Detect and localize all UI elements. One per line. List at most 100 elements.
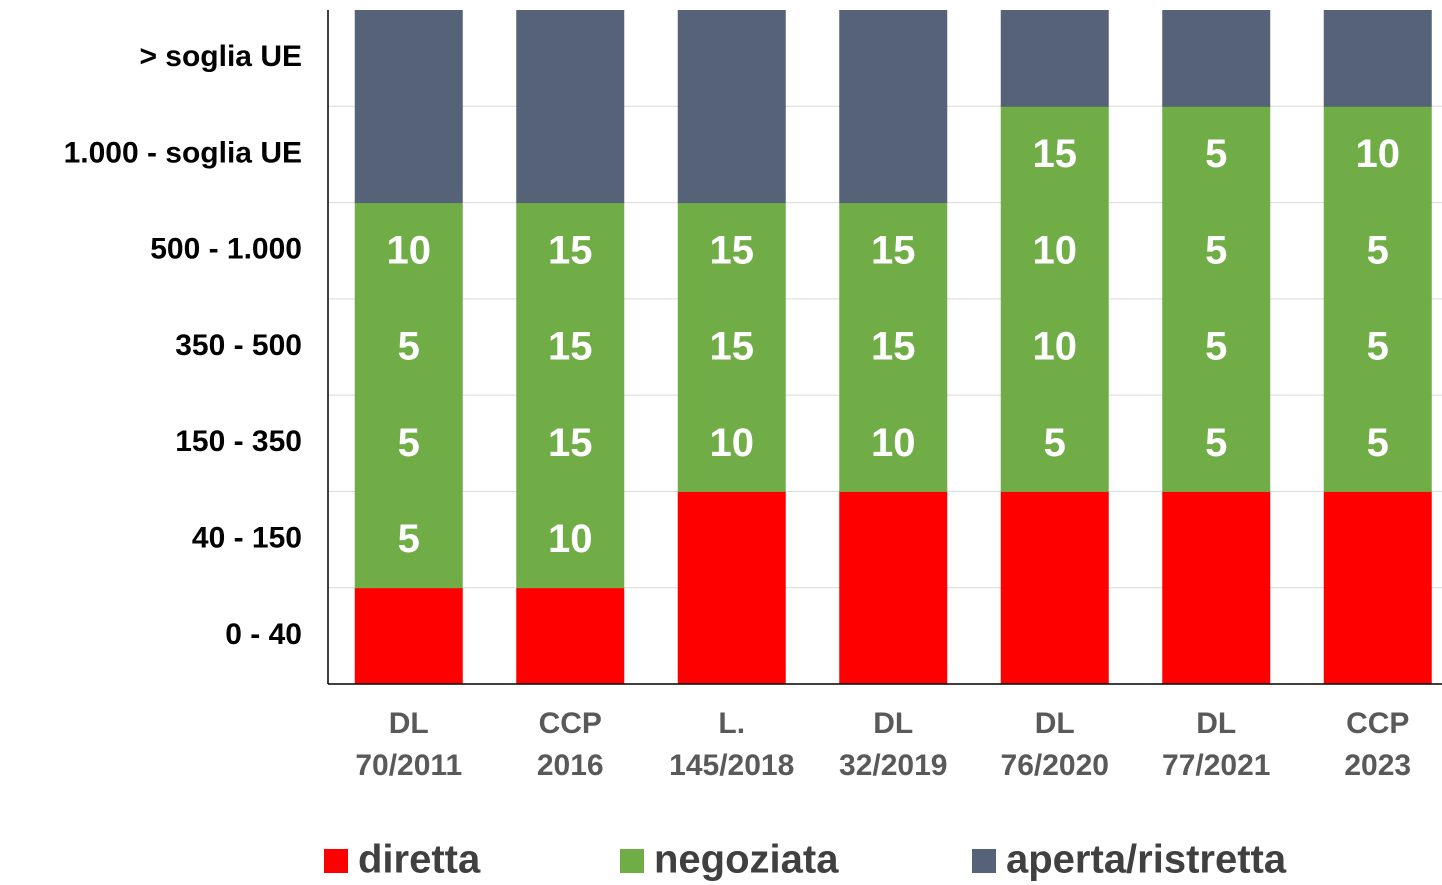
x-tick-label: 2023 (1344, 749, 1411, 782)
cell-label: 15 (871, 325, 916, 369)
cell (516, 587, 625, 685)
cell (1162, 10, 1271, 107)
cell (516, 491, 625, 589)
cell-label: 10 (1033, 228, 1078, 272)
cell (839, 491, 948, 589)
cell (1000, 395, 1109, 492)
y-tick-label: 40 - 150 (192, 521, 302, 554)
cell (839, 395, 948, 492)
cell (677, 106, 786, 204)
x-tick-label: L. (718, 707, 745, 740)
cell (1323, 491, 1432, 589)
x-tick-label: DL (1196, 707, 1236, 740)
cell-label: 10 (1033, 325, 1078, 369)
cell-label: 5 (1205, 228, 1227, 272)
cell-label: 5 (1205, 421, 1227, 465)
legend-label: negoziata (654, 838, 839, 882)
cell (516, 106, 625, 204)
cell (1162, 298, 1271, 396)
x-tick-label: 77/2021 (1162, 749, 1270, 782)
cell-label: 5 (398, 517, 420, 561)
cell-label: 10 (710, 421, 755, 465)
cell-label: 10 (548, 517, 593, 561)
cell (354, 106, 463, 204)
y-tick-label: 350 - 500 (175, 329, 302, 362)
y-tick-label: 500 - 1.000 (150, 233, 302, 266)
cell-label: 10 (1356, 132, 1401, 176)
legend-label: diretta (358, 838, 481, 882)
cell (1162, 491, 1271, 589)
legend-swatch (620, 849, 644, 873)
cell (1000, 10, 1109, 107)
cell (1000, 106, 1109, 204)
cell (839, 298, 948, 396)
x-tick-label: DL (389, 707, 429, 740)
cell-label: 5 (1205, 325, 1227, 369)
cell (516, 10, 625, 107)
x-tick-label: CCP (539, 707, 602, 740)
cell (1323, 202, 1432, 300)
y-tick-label: > soglia UE (139, 40, 302, 73)
cell (1323, 106, 1432, 204)
cell (1323, 10, 1432, 107)
cell-label: 5 (1367, 421, 1389, 465)
x-tick-label: 145/2018 (669, 749, 794, 782)
cell-label: 15 (548, 228, 593, 272)
legend-swatch (324, 849, 348, 873)
y-tick-label: 150 - 350 (175, 425, 302, 458)
cell (1000, 298, 1109, 396)
cell (1323, 395, 1432, 492)
cell-label: 5 (398, 421, 420, 465)
cell (677, 202, 786, 300)
cell (1323, 587, 1432, 685)
cell (677, 395, 786, 492)
cell-label: 10 (387, 228, 432, 272)
cell (677, 298, 786, 396)
cell (677, 10, 786, 107)
cell (1162, 202, 1271, 300)
cell (839, 202, 948, 300)
cell (677, 587, 786, 685)
cell (839, 106, 948, 204)
cell-label: 5 (1367, 228, 1389, 272)
x-tick-label: 76/2020 (1001, 749, 1109, 782)
cell (516, 202, 625, 300)
x-tick-label: 32/2019 (839, 749, 947, 782)
cell (354, 10, 463, 107)
cell-label: 5 (1205, 132, 1227, 176)
cell (1323, 298, 1432, 396)
cell-label: 15 (871, 228, 916, 272)
legend-swatch (972, 849, 996, 873)
cell (354, 587, 463, 685)
cell-label: 15 (548, 325, 593, 369)
cell-label: 15 (710, 325, 755, 369)
cell (354, 202, 463, 300)
cell (354, 395, 463, 492)
cell (677, 491, 786, 589)
cell (1000, 587, 1109, 685)
cell-label: 5 (1367, 325, 1389, 369)
cell (516, 298, 625, 396)
x-tick-label: DL (873, 707, 913, 740)
cell (516, 395, 625, 492)
x-tick-label: 70/2011 (355, 749, 462, 782)
y-tick-label: 0 - 40 (225, 618, 302, 651)
cell (1000, 202, 1109, 300)
y-tick-label: 1.000 - soglia UE (64, 136, 302, 169)
cell-label: 15 (710, 228, 755, 272)
cell (1162, 106, 1271, 204)
x-tick-label: DL (1035, 707, 1075, 740)
cell-label: 15 (548, 421, 593, 465)
x-tick-label: CCP (1346, 707, 1409, 740)
cell-label: 15 (1033, 132, 1078, 176)
legend-label: aperta/ristretta (1006, 838, 1287, 882)
cell-label: 5 (398, 325, 420, 369)
cell (839, 10, 948, 107)
cell (354, 491, 463, 589)
cell (1162, 587, 1271, 685)
cell (1000, 491, 1109, 589)
x-tick-label: 2016 (537, 749, 604, 782)
cell (839, 587, 948, 685)
cell (1162, 395, 1271, 492)
cell-label: 10 (871, 421, 916, 465)
